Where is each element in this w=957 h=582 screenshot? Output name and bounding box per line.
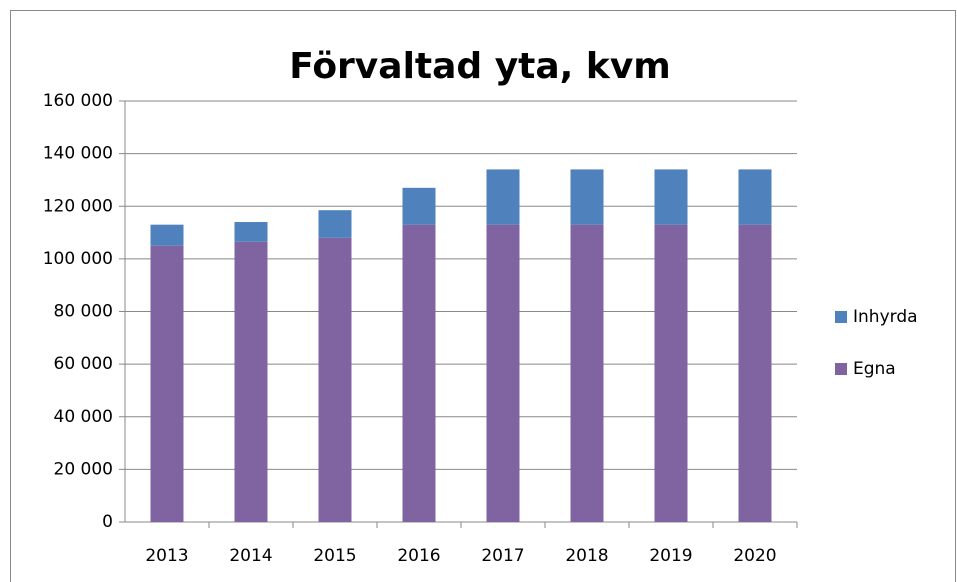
- bar-segment: [570, 224, 604, 522]
- y-tick-label: 100 000: [43, 249, 113, 269]
- y-tick-label: 120 000: [43, 196, 113, 216]
- y-tick-label: 20 000: [54, 459, 113, 479]
- bar-segment: [234, 222, 268, 242]
- x-tick-label: 2019: [649, 546, 692, 566]
- bar-segment: [654, 224, 688, 522]
- y-tick-label: 80 000: [54, 302, 113, 322]
- chart-title: Förvaltad yta, kvm: [289, 46, 671, 87]
- legend-swatch: [835, 311, 847, 323]
- x-tick-label: 2020: [733, 546, 776, 566]
- x-tick-label: 2013: [145, 546, 188, 566]
- bar-segment: [570, 169, 604, 225]
- y-tick-label: 40 000: [54, 407, 113, 427]
- x-tick-label: 2014: [229, 546, 272, 566]
- bar-segment: [654, 169, 688, 225]
- bar-segment: [150, 245, 184, 522]
- bar-segment: [738, 169, 772, 225]
- bar-segment: [486, 169, 520, 225]
- y-tick-label: 60 000: [54, 354, 113, 374]
- bar-segment: [402, 187, 436, 225]
- y-tick-label: 160 000: [43, 91, 113, 111]
- legend-swatch: [835, 363, 847, 375]
- bar-segment: [486, 224, 520, 522]
- x-tick-label: 2016: [397, 546, 440, 566]
- x-tick-label: 2017: [481, 546, 524, 566]
- bar-segment: [738, 224, 772, 522]
- y-tick-label: 140 000: [43, 144, 113, 164]
- legend-label: Inhyrda: [853, 307, 918, 327]
- bar-segment: [402, 224, 436, 522]
- x-tick-label: 2018: [565, 546, 608, 566]
- y-tick-label: 0: [102, 512, 113, 532]
- bar-segment: [318, 237, 352, 522]
- legend-label: Egna: [853, 359, 896, 379]
- x-tick-label: 2015: [313, 546, 356, 566]
- bar-segment: [318, 210, 352, 238]
- bar-segment: [234, 241, 268, 522]
- bar-segment: [150, 224, 184, 246]
